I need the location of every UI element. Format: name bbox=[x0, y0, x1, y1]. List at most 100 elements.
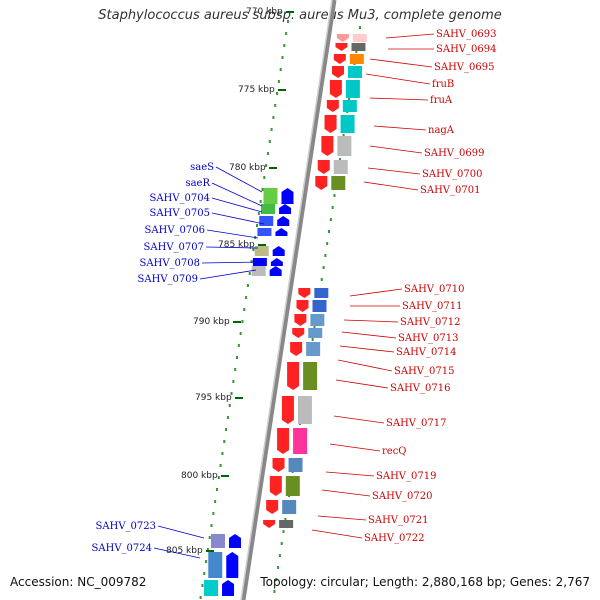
forward-gene-arrow bbox=[222, 580, 235, 596]
reverse-gene-feature bbox=[272, 458, 303, 472]
forward-gene-feature bbox=[257, 228, 288, 236]
guide-dot bbox=[276, 92, 279, 95]
guide-dot bbox=[214, 500, 217, 503]
kbp-tick-layer: 770 kbp 775 kbp 780 kbp 785 kbp 790 kbp 795 k… bbox=[166, 7, 361, 599]
reverse-gene-label: recQ bbox=[382, 446, 407, 457]
gene-color-box bbox=[314, 288, 329, 298]
forward-gene-feature bbox=[211, 534, 242, 548]
forward-gene-label: SAHV_0707 bbox=[144, 242, 204, 253]
leader-line bbox=[153, 547, 201, 559]
leader-line bbox=[321, 489, 371, 497]
guide-dot bbox=[284, 518, 287, 521]
leader-line bbox=[211, 212, 265, 225]
backbone-highlight bbox=[240, 0, 333, 600]
forward-gene-label-group: SAHV_0709 bbox=[138, 269, 257, 285]
leader-line bbox=[325, 471, 375, 477]
forward-gene-label-group: SAHV_0708 bbox=[140, 258, 265, 269]
reverse-gene-arrow bbox=[294, 314, 307, 326]
reverse-gene-label: SAHV_0720 bbox=[372, 491, 432, 502]
guide-dot bbox=[282, 530, 285, 533]
gene-color-box bbox=[279, 520, 294, 528]
forward-gene-arrow bbox=[226, 552, 239, 578]
reverse-gene-label-group: SAHV_0717 bbox=[333, 415, 446, 429]
forward-gene-arrow bbox=[275, 228, 288, 236]
reverse-gene-arrow bbox=[331, 66, 344, 78]
leader-line bbox=[317, 515, 367, 521]
gene-color-box bbox=[282, 500, 297, 514]
gene-color-box bbox=[308, 328, 323, 338]
guide-dot bbox=[237, 344, 240, 347]
kbp-tick: 800 kbp bbox=[181, 471, 229, 481]
reverse-gene-feature bbox=[269, 476, 300, 496]
reverse-gene-label: SAHV_0715 bbox=[394, 366, 454, 377]
guide-dot bbox=[199, 596, 202, 599]
reverse-gene-label: SAHV_0694 bbox=[436, 44, 496, 55]
reverse-gene-label-group: SAHV_0719 bbox=[325, 471, 436, 482]
gene-color-box bbox=[340, 115, 355, 133]
gene-color-box bbox=[310, 314, 325, 326]
leader-line bbox=[211, 197, 263, 213]
guide-dot bbox=[225, 428, 228, 431]
guide-dot bbox=[246, 284, 249, 287]
reverse-gene-label-group: nagA bbox=[373, 125, 455, 136]
gene-color-box bbox=[345, 80, 360, 98]
kbp-tick: 785 kbp bbox=[218, 240, 266, 250]
reverse-gene-label-group: fruA bbox=[369, 95, 453, 106]
kbp-tick-mark bbox=[221, 475, 229, 477]
forward-gene-feature bbox=[204, 580, 235, 596]
guide-dot bbox=[226, 416, 229, 419]
leader-line bbox=[365, 73, 431, 85]
forward-gene-label: SAHV_0705 bbox=[150, 208, 210, 219]
forward-gene-label-group: SAHV_0705 bbox=[150, 208, 265, 225]
leader-line bbox=[369, 145, 423, 154]
reverse-gene-feature bbox=[329, 80, 360, 98]
guide-dot bbox=[223, 440, 226, 443]
kbp-tick-label: 780 kbp bbox=[229, 163, 266, 173]
leader-line bbox=[349, 288, 403, 297]
accession-text: Accession: NC_009782 bbox=[10, 575, 147, 589]
forward-gene-label-group: SAHV_0706 bbox=[145, 225, 259, 239]
reverse-gene-arrow bbox=[329, 80, 342, 98]
reverse-gene-arrow bbox=[321, 136, 334, 156]
reverse-gene-label: SAHV_0695 bbox=[434, 62, 494, 73]
reverse-gene-label-group: SAHV_0712 bbox=[343, 317, 460, 328]
forward-gene-feature bbox=[254, 246, 285, 256]
reverse-gene-feature bbox=[277, 428, 308, 454]
leader-line bbox=[199, 269, 257, 280]
reverse-gene-arrow bbox=[292, 328, 305, 338]
guide-dot bbox=[280, 542, 283, 545]
guide-dot bbox=[221, 452, 224, 455]
forward-gene-arrow bbox=[272, 246, 285, 256]
leader-line bbox=[373, 125, 427, 131]
reverse-gene-label: SAHV_0712 bbox=[400, 317, 460, 328]
reverse-gene-label-group: SAHV_0695 bbox=[369, 58, 494, 73]
leader-line bbox=[343, 319, 399, 323]
guide-dot bbox=[268, 140, 271, 143]
leader-line bbox=[206, 229, 259, 239]
guide-dot bbox=[212, 512, 215, 515]
guide-dot bbox=[243, 308, 246, 311]
reverse-gene-label: SAHV_0719 bbox=[376, 471, 436, 482]
reverse-gene-feature bbox=[321, 136, 352, 156]
reverse-gene-feature bbox=[296, 300, 327, 312]
forward-gene-label: SAHV_0706 bbox=[145, 225, 205, 236]
forward-gene-feature bbox=[261, 204, 292, 214]
guide-dot bbox=[206, 548, 209, 551]
guide-dot bbox=[241, 320, 244, 323]
reverse-gene-feature bbox=[298, 288, 329, 298]
reverse-gene-feature bbox=[324, 115, 355, 133]
kbp-tick-mark bbox=[233, 321, 241, 323]
guide-dot bbox=[342, 134, 345, 137]
reverse-gene-label: SAHV_0716 bbox=[390, 383, 450, 394]
reverse-gene-label-group: SAHV_0710 bbox=[349, 284, 464, 297]
reverse-gene-arrow bbox=[326, 100, 339, 112]
guide-dot bbox=[311, 338, 314, 341]
guide-dot bbox=[257, 212, 260, 215]
reverse-gene-feature bbox=[326, 100, 357, 112]
guide-dot bbox=[313, 326, 316, 329]
guide-dot bbox=[252, 248, 255, 251]
gene-color-box bbox=[312, 300, 327, 312]
forward-gene-arrow bbox=[269, 266, 282, 276]
leader-line bbox=[201, 261, 265, 264]
